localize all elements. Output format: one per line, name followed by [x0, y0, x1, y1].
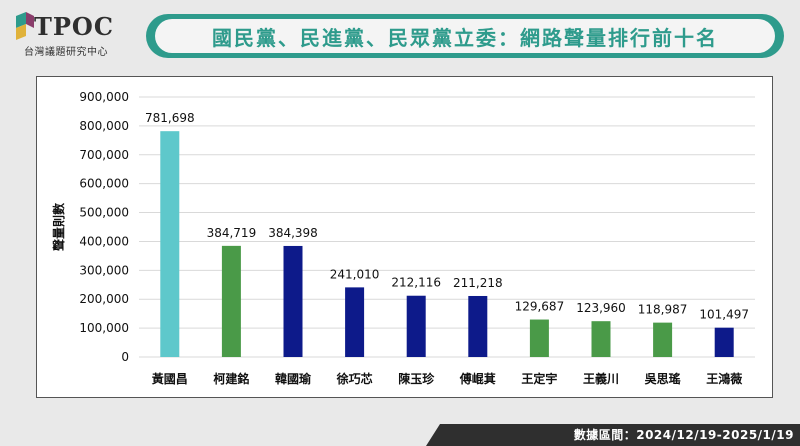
- date-range-label: 數據區間：2024/12/19-2025/1/19: [573, 428, 794, 442]
- y-tick-label: 700,000: [79, 148, 129, 162]
- data-label: 212,116: [391, 276, 441, 290]
- data-label: 211,218: [453, 276, 503, 290]
- y-tick-label: 500,000: [79, 206, 129, 220]
- x-tick-label: 王鴻薇: [706, 371, 742, 386]
- logo-text: TPOC: [34, 12, 114, 41]
- y-axis-label: 聲量則數: [51, 203, 66, 251]
- x-tick-label: 王定宇: [521, 371, 557, 386]
- data-label: 118,987: [638, 303, 688, 317]
- data-label: 781,698: [145, 111, 195, 125]
- bar: [591, 321, 611, 357]
- footer-bar: [426, 424, 800, 446]
- x-tick-label: 徐巧芯: [336, 371, 373, 386]
- x-tick-label: 柯建銘: [213, 371, 249, 386]
- bar: [714, 327, 734, 357]
- y-tick-label: 800,000: [79, 119, 129, 133]
- y-tick-label: 900,000: [79, 90, 129, 104]
- x-tick-label: 陳玉珍: [398, 371, 435, 386]
- x-tick-label: 傅崐萁: [459, 371, 496, 386]
- data-label: 384,719: [207, 226, 257, 240]
- data-label: 384,398: [268, 226, 318, 240]
- x-tick-label: 韓國瑜: [275, 371, 312, 386]
- logo-mark-icon: [16, 12, 34, 40]
- y-tick-label: 400,000: [79, 234, 129, 248]
- bar: [221, 245, 241, 357]
- data-label: 123,960: [576, 301, 626, 315]
- x-tick-label: 王義川: [583, 371, 619, 386]
- y-tick-label: 100,000: [79, 321, 129, 335]
- bar: [406, 295, 426, 357]
- bar: [468, 295, 488, 357]
- tpoc-logo: TPOC 台灣議題研究中心: [12, 10, 132, 58]
- chart-panel: 0 100,000 200,000 300,000 400,000 500,000 600,…: [36, 76, 773, 398]
- bar: [529, 319, 549, 357]
- bar: [283, 245, 303, 357]
- y-tick-label: 0: [121, 350, 129, 364]
- y-tick-label: 600,000: [79, 177, 129, 191]
- bar: [345, 287, 365, 357]
- bar-chart: 0 100,000 200,000 300,000 400,000 500,000 600,…: [51, 90, 755, 386]
- logo-subtitle: 台灣議題研究中心: [24, 47, 108, 58]
- page-title: 國民黨、民進黨、民眾黨立委：網路聲量排行前十名: [155, 19, 775, 53]
- y-tick-label: 200,000: [79, 292, 129, 306]
- x-tick-label: 黃國昌: [151, 371, 188, 386]
- y-tick-label: 300,000: [79, 263, 129, 277]
- x-tick-label: 吳思瑤: [644, 371, 681, 386]
- data-label: 129,687: [515, 300, 565, 314]
- data-label: 101,497: [699, 308, 749, 322]
- bar: [160, 131, 180, 357]
- bar: [653, 322, 673, 357]
- data-label: 241,010: [330, 267, 380, 281]
- title-bar: 國民黨、民進黨、民眾黨立委：網路聲量排行前十名: [146, 14, 784, 58]
